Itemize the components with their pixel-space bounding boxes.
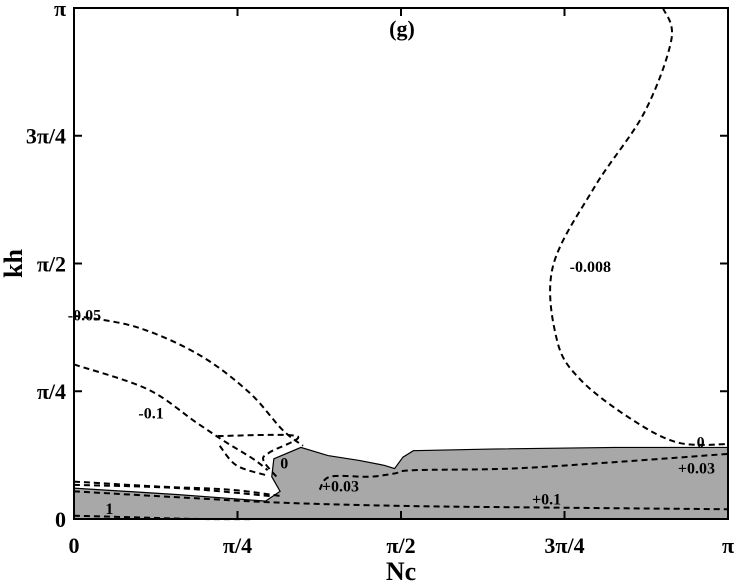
x-tick-label-0: 0 [69,533,80,558]
contour-line-7 [73,483,272,498]
y-tick-label-0: 0 [55,507,66,532]
y-axis-label: kh [0,249,28,278]
y-tick-label-3: 3π/4 [26,124,66,149]
x-axis-label: Nc [386,557,416,584]
contour-label-5: 0 [697,435,705,452]
y-tick-label-4: π [54,0,66,21]
contour-line-0 [549,7,728,446]
x-tick-label-1: π/4 [223,533,252,558]
contour-lines-layer [73,7,728,521]
contour-label-6: +0.03 [678,461,715,478]
contour-line-4 [218,445,266,477]
contour-label-4: +0.03 [322,478,359,495]
x-tick-label-2: π/2 [386,533,415,558]
contour-label-8: 1 [105,501,113,518]
axis-ticks-layer: 0 π/4 π/2 3π/4 π 0 π/4 π/2 3π/4 π [26,0,734,558]
x-tick-label-3: 3π/4 [544,533,584,558]
y-tick-label-2: π/2 [37,251,66,276]
panel-label: (g) [389,16,415,41]
x-tick-label-4: π [722,533,734,558]
plot-frame [73,7,729,520]
y-tick-label-1: π/4 [37,379,66,404]
contour-line-2 [73,363,269,471]
contour-label-0: -0.008 [570,259,611,276]
contour-labels-layer: -0.008 -0.05 -0.1 0 +0.03 0 +0.03 +0.1 1 [68,259,715,518]
contour-line-1 [73,314,304,447]
contour-label-2: -0.1 [138,405,163,422]
contour-line-3 [217,433,300,479]
contour-label-3: 0 [280,456,288,473]
contour-line-8 [73,490,728,511]
contour-line-5 [318,452,728,491]
contour-label-1: -0.05 [68,308,101,325]
contour-label-7: +0.1 [532,491,561,508]
